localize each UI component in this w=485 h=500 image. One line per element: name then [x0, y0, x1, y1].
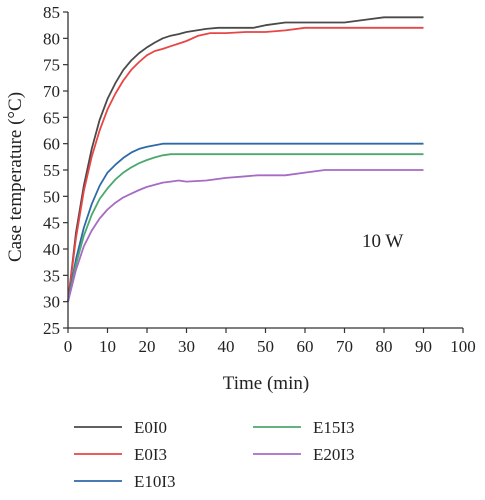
legend-label-e0i3: E0I3 — [134, 445, 167, 464]
x-tick-label: 40 — [218, 337, 235, 356]
x-tick-label: 30 — [178, 337, 195, 356]
y-tick-label: 55 — [43, 161, 60, 180]
y-tick-label: 30 — [43, 293, 60, 312]
axes: 25 30 35 40 45 50 55 60 65 70 75 80 85 0 10 20 30 40 50 60 7… — [43, 3, 476, 356]
series-lines — [67, 16, 424, 302]
x-tick-label: 90 — [415, 337, 432, 356]
series-line-e20i3 — [67, 169, 424, 302]
y-tick-label: 65 — [43, 108, 60, 127]
y-tick-label: 85 — [43, 3, 60, 22]
series-line-e0i0 — [67, 16, 424, 302]
x-tick-label: 10 — [99, 337, 116, 356]
x-axis-label: Time (min) — [223, 373, 309, 394]
power-annotation: 10 W — [362, 231, 403, 252]
y-tick-label: 60 — [43, 135, 60, 154]
x-tick-label: 100 — [450, 337, 476, 356]
legend-label-e20i3: E20I3 — [313, 445, 355, 464]
legend: E0I0 E0I3 E10I3 E15I3 E20I3 — [74, 418, 355, 491]
y-tick-label: 35 — [43, 266, 60, 285]
x-tick-label: 70 — [336, 337, 353, 356]
y-tick-label: 70 — [43, 82, 60, 101]
y-axis-label: Case temperature (°C) — [5, 92, 26, 262]
y-tick-label: 80 — [43, 29, 60, 48]
x-tick-label: 80 — [376, 337, 393, 356]
x-tick-label: 50 — [257, 337, 274, 356]
x-tick-label: 0 — [64, 337, 73, 356]
y-tick-label: 25 — [43, 319, 60, 338]
legend-label-e10i3: E10I3 — [134, 472, 176, 491]
legend-label-e0i0: E0I0 — [134, 418, 167, 437]
y-tick-label: 40 — [43, 240, 60, 259]
y-tick-label: 50 — [43, 187, 60, 206]
x-tick-label: 20 — [139, 337, 156, 356]
x-tick-label: 60 — [297, 337, 314, 356]
series-line-e10i3 — [67, 142, 424, 302]
legend-label-e15i3: E15I3 — [313, 418, 355, 437]
series-line-e0i3 — [67, 26, 424, 302]
y-tick-label: 45 — [43, 214, 60, 233]
y-tick-label: 75 — [43, 56, 60, 75]
series-line-e15i3 — [67, 153, 424, 302]
